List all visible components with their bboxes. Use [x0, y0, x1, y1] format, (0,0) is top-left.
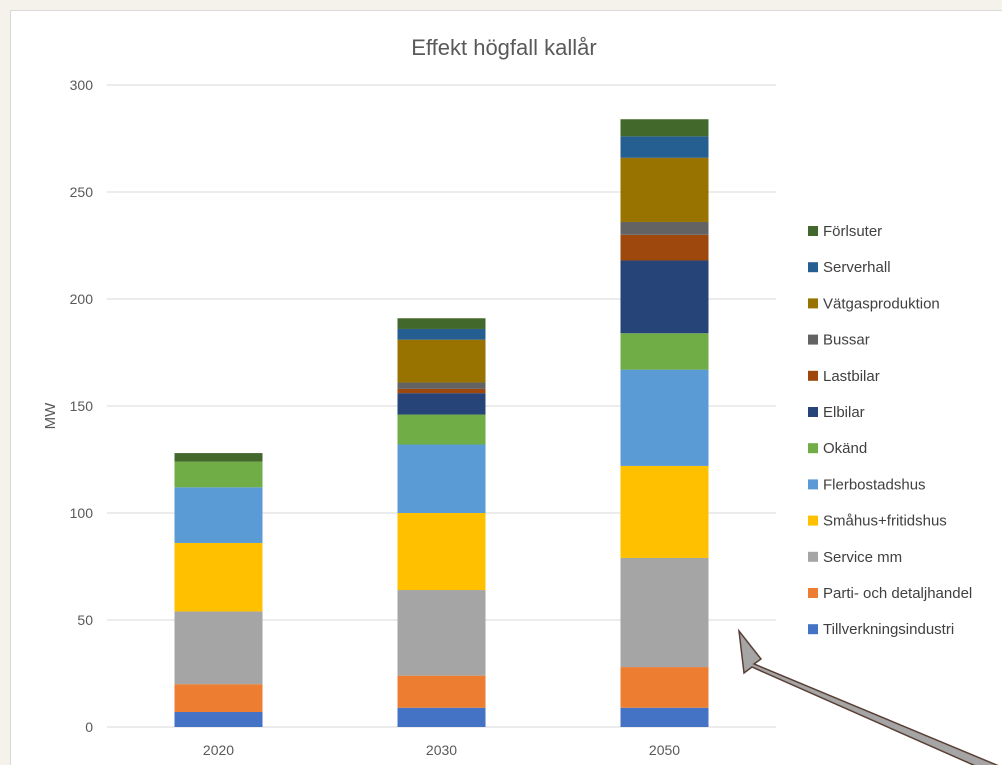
legend-label: Lastbilar	[823, 368, 880, 385]
x-tick-label: 2020	[203, 742, 234, 758]
bar-segment	[397, 382, 486, 389]
bar-segment	[174, 542, 263, 612]
bar-segment	[174, 461, 263, 488]
bar-segment	[620, 119, 709, 137]
legend-item: Förlsuter	[808, 223, 882, 240]
bar-segment	[620, 221, 709, 235]
y-tick-label: 250	[70, 184, 94, 200]
bars	[174, 119, 709, 727]
legend-label: Serverhall	[823, 259, 891, 276]
bar-segment	[397, 328, 486, 340]
legend-label: Elbilar	[823, 404, 865, 421]
bar-segment	[620, 369, 709, 466]
bar-segment	[397, 318, 486, 329]
x-tick-label: 2050	[649, 742, 680, 758]
bar-segment	[620, 707, 709, 727]
bar-segment	[620, 557, 709, 668]
legend-label: Parti- och detaljhandel	[823, 585, 972, 602]
legend-label: Småhus+fritidshus	[823, 513, 947, 530]
legend-swatch	[808, 551, 818, 562]
arrow-shape	[737, 628, 999, 765]
bar-segment	[174, 453, 263, 462]
legend-swatch	[808, 334, 818, 345]
legend-item: Vätgasproduktion	[808, 295, 940, 312]
legend-item: Parti- och detaljhandel	[808, 585, 972, 602]
legend-swatch	[808, 370, 818, 381]
y-tick-label: 150	[70, 398, 94, 414]
legend-label: Service mm	[823, 549, 902, 566]
bar-segment	[174, 684, 263, 713]
legend-label: Bussar	[823, 332, 870, 349]
legend-swatch	[808, 298, 818, 309]
legend-item: Service mm	[808, 549, 902, 566]
bar-segment	[620, 667, 709, 708]
stacked-bar-chart: Effekt högfall kallår MW 0 50 100 150 200 250…	[42, 35, 999, 765]
bar-segment	[620, 157, 709, 222]
legend-label: Tillverkningsindustri	[823, 621, 954, 638]
bar-segment	[397, 513, 486, 591]
chart-title: Effekt högfall kallår	[411, 35, 596, 60]
bar-segment	[620, 136, 709, 158]
bar-segment	[397, 590, 486, 676]
legend-swatch	[808, 443, 818, 454]
legend-item: Elbilar	[808, 404, 865, 421]
annotation-arrow	[737, 628, 999, 765]
y-axis-label: MW	[42, 402, 59, 429]
legend-label: Okänd	[823, 440, 867, 457]
y-tick-label: 50	[77, 612, 93, 628]
legend-item: Flerbostadshus	[808, 476, 926, 493]
legend-swatch	[808, 515, 818, 526]
x-tick-label: 2030	[426, 742, 457, 758]
legend-swatch	[808, 226, 818, 236]
legend-item: Bussar	[808, 332, 870, 349]
y-tick-label: 0	[85, 719, 93, 735]
legend-swatch	[808, 624, 818, 635]
bar-segment	[174, 487, 263, 543]
bar-segment	[620, 465, 709, 558]
y-tick-label: 100	[70, 505, 94, 521]
bar-segment	[397, 393, 486, 415]
bar-segment	[620, 234, 709, 261]
x-tick-labels: 2020 2030 2050	[203, 742, 680, 758]
legend-item: Serverhall	[808, 259, 891, 276]
bar-segment	[174, 712, 263, 727]
bar-segment	[397, 414, 486, 445]
legend-swatch	[808, 407, 818, 417]
y-tick-labels: 0 50 100 150 200 250 300	[70, 77, 94, 735]
bar-segment	[620, 333, 709, 370]
legend-item: Tillverkningsindustri	[808, 621, 954, 638]
bar-segment	[397, 339, 486, 383]
bar-segment	[174, 611, 263, 685]
legend-label: Förlsuter	[823, 223, 882, 240]
bar-segment	[397, 707, 486, 727]
y-tick-label: 200	[70, 291, 94, 307]
bar-segment	[620, 260, 709, 334]
y-tick-label: 300	[70, 77, 94, 93]
legend-item: Okänd	[808, 440, 867, 457]
legend-label: Flerbostadshus	[823, 476, 926, 493]
bar-segment	[397, 675, 486, 708]
chart-card: Effekt högfall kallår MW 0 50 100 150 200 250…	[10, 10, 1002, 765]
legend-label: Vätgasproduktion	[823, 295, 940, 312]
legend-swatch	[808, 588, 818, 598]
bar-segment	[397, 444, 486, 513]
bar-segment	[397, 388, 486, 394]
legend-swatch	[808, 262, 818, 273]
legend-swatch	[808, 479, 818, 490]
legend-item: Lastbilar	[808, 368, 880, 385]
legend: Förlsuter Serverhall Vätgasproduktion Bussa…	[808, 223, 972, 638]
legend-item: Småhus+fritidshus	[808, 513, 947, 530]
